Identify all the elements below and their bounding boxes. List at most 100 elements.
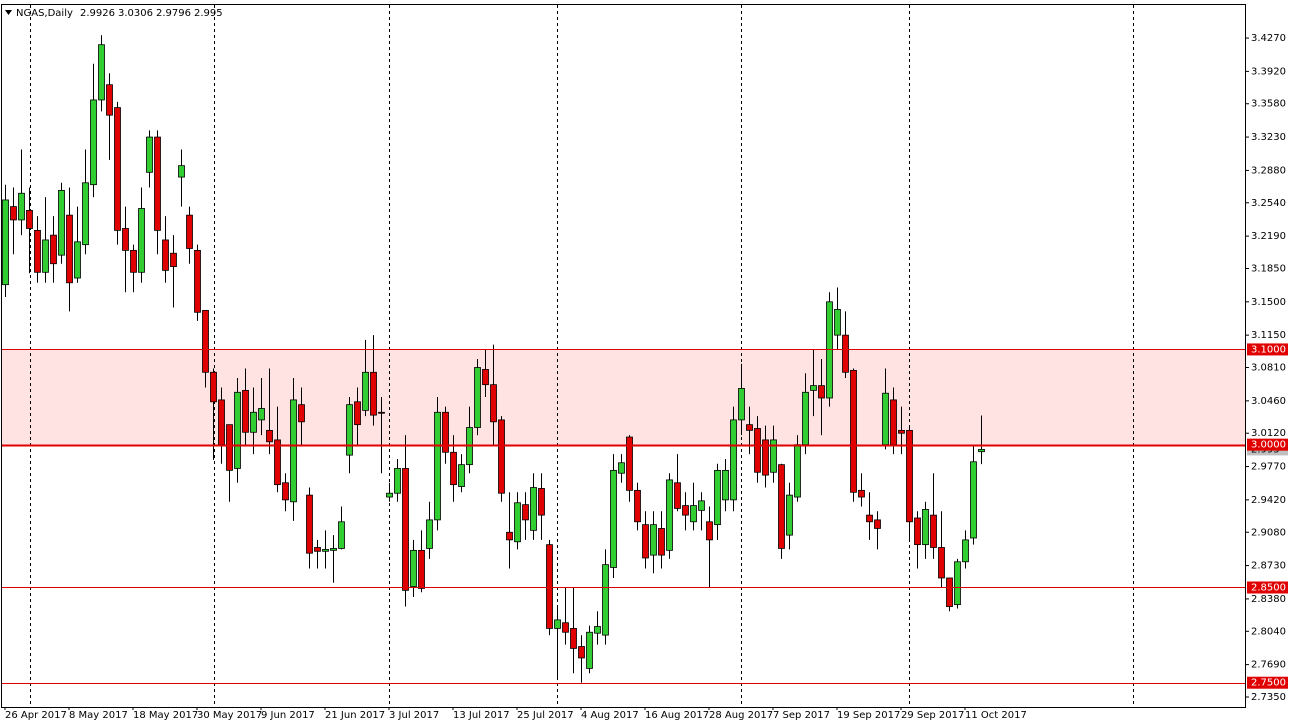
candle-body (130, 249, 137, 273)
candle-body (498, 419, 505, 494)
candle-body (778, 464, 785, 549)
y-tick-label: 3.3580 (1251, 99, 1286, 110)
candle-body (194, 249, 201, 313)
candle-body (802, 391, 809, 446)
overlay-layer: 3.4270 3.3920 3.3580 3.3230 3.2880 3.2540 3.21… (4, 33, 1288, 721)
candle-body (90, 99, 97, 186)
x-tick-label: 16 Aug 2017 (645, 710, 709, 721)
y-tick-label: 3.2540 (1251, 198, 1286, 209)
y-tick-label: 3.1850 (1251, 263, 1286, 274)
header-close: 2.995 (194, 8, 223, 19)
separators (30, 5, 1134, 707)
x-tick-label: 21 Jun 2017 (325, 710, 385, 721)
candle-body (234, 391, 241, 469)
candle-body (282, 482, 289, 501)
candle-body (274, 439, 281, 486)
candle-body (394, 468, 401, 494)
candle-body (306, 494, 313, 554)
candle-body (18, 192, 25, 221)
y-tick-label: 3.0120 (1251, 428, 1286, 439)
candle-body (290, 399, 297, 503)
level-label-box (1247, 343, 1288, 356)
candle-body (226, 424, 233, 471)
candle-body (618, 462, 625, 474)
candle-body (250, 411, 257, 433)
y-tick-label: 2.8040 (1251, 626, 1286, 637)
candle-body (82, 182, 89, 246)
x-tick-label: 26 Apr 2017 (5, 710, 67, 721)
candle-body (410, 549, 417, 587)
candle-body (634, 489, 641, 523)
candle-body (386, 492, 393, 498)
candle-body (506, 531, 513, 541)
y-tick-label: 2.8730 (1251, 561, 1286, 572)
candle-body (514, 502, 521, 543)
level-label: 3.1000 (1251, 344, 1286, 355)
candle-body (794, 444, 801, 498)
candle-body (682, 505, 689, 516)
candle-body (594, 626, 601, 634)
x-tick-label: 30 May 2017 (197, 710, 262, 721)
header-high: 3.0306 (118, 8, 153, 19)
candle-body (586, 631, 593, 669)
marks-layer (2, 35, 1245, 684)
level-label: 2.8500 (1251, 582, 1286, 593)
candle-body (354, 401, 361, 426)
x-tick-label: 13 Jul 2017 (453, 710, 510, 721)
candle-body (170, 252, 177, 267)
candle-body (746, 424, 753, 431)
x-tick-label: 9 Jun 2017 (261, 710, 315, 721)
candle-body (26, 210, 33, 229)
candle-body (58, 190, 65, 256)
candle-body (914, 517, 921, 546)
x-tick-label: 3 Jul 2017 (389, 710, 439, 721)
candle-body (146, 136, 153, 173)
y-tick-label: 2.7690 (1251, 660, 1286, 671)
y-tick-label: 3.0810 (1251, 363, 1286, 374)
candle-body (666, 479, 673, 551)
candle-body (346, 404, 353, 456)
candle-body (938, 547, 945, 579)
y-tick-label: 3.4270 (1251, 33, 1286, 44)
candle-body (722, 469, 729, 501)
candle-body (650, 524, 657, 556)
candle-body (50, 234, 57, 265)
candle-body (202, 309, 209, 373)
candle-body (714, 469, 721, 526)
candle-body (786, 494, 793, 536)
candle-body (210, 371, 217, 403)
candle-body (218, 399, 225, 446)
menu-triangle (5, 10, 12, 15)
candle-body (482, 369, 489, 386)
candle-body (674, 482, 681, 509)
candle-body (10, 206, 17, 221)
candle-body (890, 399, 897, 446)
candle-body (762, 439, 769, 476)
candle-body (330, 548, 337, 551)
candle-body (690, 505, 697, 523)
candle-body (642, 524, 649, 559)
candle-body (458, 464, 465, 487)
x-tick-label: 4 Aug 2017 (581, 710, 639, 721)
candle-body (378, 411, 385, 414)
y-tick-label: 3.2880 (1251, 165, 1286, 176)
candle-body (322, 549, 329, 552)
candle-body (562, 622, 569, 633)
candle-body (42, 239, 49, 273)
y-tick-label: 3.1150 (1251, 330, 1286, 341)
candle-body (66, 214, 73, 284)
y-tick-label: 2.9770 (1251, 462, 1286, 473)
candle-body (946, 577, 953, 607)
candle-body (154, 136, 161, 231)
candle-body (450, 451, 457, 486)
candle-body (578, 646, 585, 659)
candle-body (338, 521, 345, 549)
candle-body (162, 239, 169, 271)
candle-body (906, 429, 913, 523)
level-label-box (1247, 581, 1288, 594)
candle-body (770, 439, 777, 473)
candle-body (554, 619, 561, 629)
level-label-box (1247, 676, 1288, 689)
header-low: 2.9796 (156, 8, 191, 19)
